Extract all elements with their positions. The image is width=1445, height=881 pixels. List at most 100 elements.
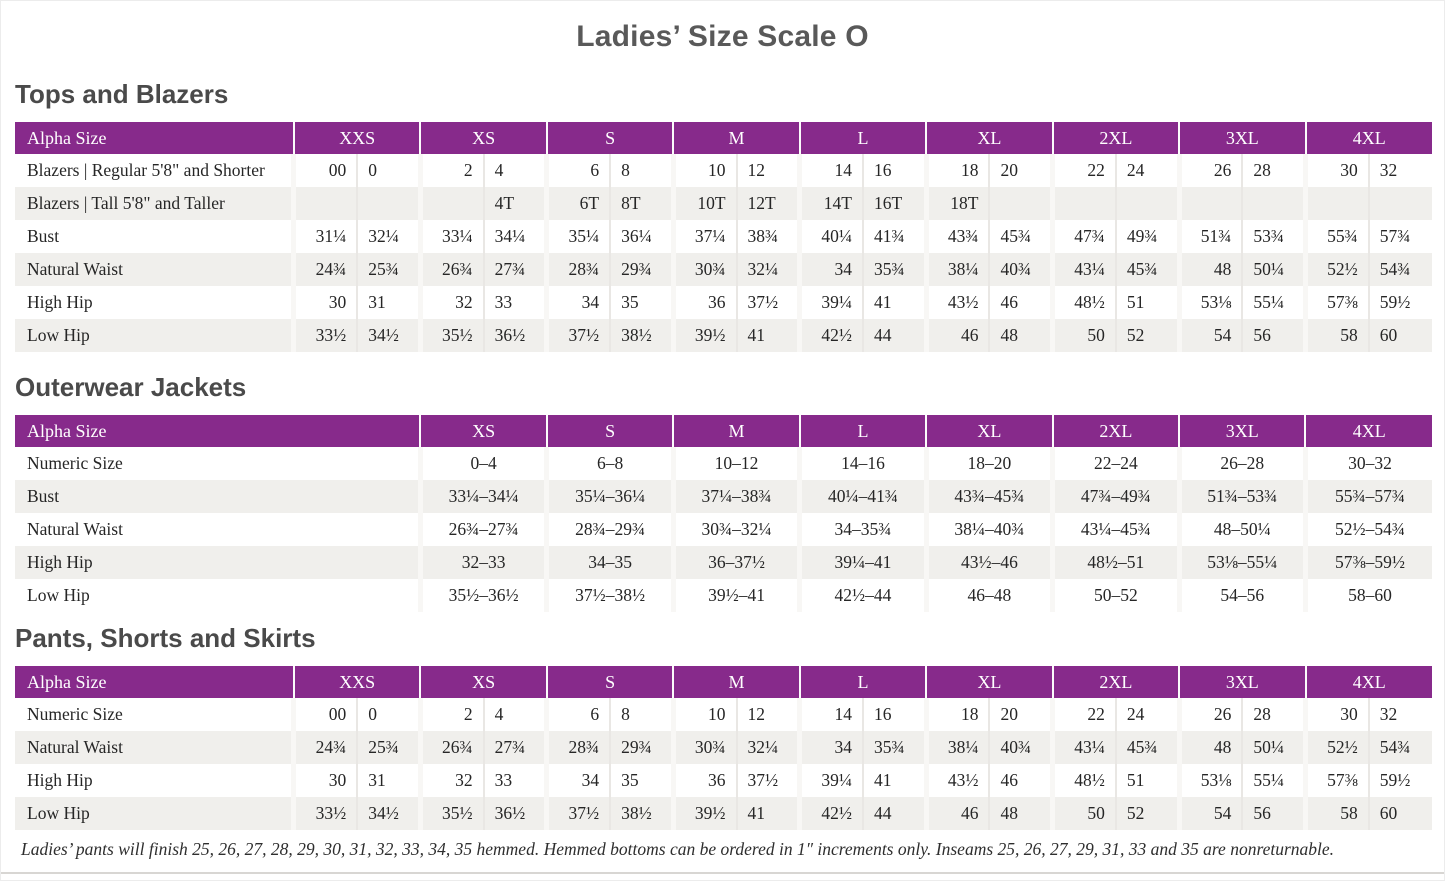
section-heading: Outerwear Jackets [15,372,247,402]
table-cell: 30 [291,286,358,319]
table-cell: 51 [1114,764,1180,797]
column-header: M [672,666,800,698]
table-cell: 35 [609,764,674,797]
table-cell: 41 [861,764,927,797]
table-cell: 26¾ [417,731,484,764]
column-header: 3XL [1178,122,1306,154]
bottom-divider [1,872,1444,874]
column-header: 4XL [1304,666,1432,698]
row-label: Natural Waist [15,731,294,764]
table-cell: 33½ [291,797,358,830]
table-cell: 52½ [1303,731,1369,764]
table-cell: 55¼ [1241,764,1306,797]
table-cell [417,187,484,220]
table-cell: 35½ [417,319,484,352]
table-cell: 36½ [482,797,547,830]
table-cell: 39½ [670,797,737,830]
table-cell: 48½–51 [1050,546,1180,579]
table-cell: 27¾ [482,253,547,286]
table-cell: 27¾ [482,731,547,764]
table-cell: 39¼ [797,286,863,319]
table-cell: 28¾–29¾ [544,513,674,546]
table-cell: 54 [1176,797,1243,830]
table-cell: 22 [1050,154,1116,187]
table-cell: 48 [1176,731,1243,764]
table-row: Low Hip 33½ 34½ 35½ 36½ 37½ 38½ 39½ 41 42½ 44 46 48 5… [15,319,1432,352]
row-label: High Hip [27,770,93,790]
table-cell: 29¾ [609,253,674,286]
table-cell: 35½ [417,797,484,830]
table-cell: 52 [1114,797,1180,830]
table-cell: 28¾ [544,731,611,764]
table-cell: 6 [544,698,611,731]
column-header: M [672,122,800,154]
table-cell: 37½ [544,319,611,352]
table-cell: 32 [1367,698,1432,731]
table-cell: 0 [356,154,421,187]
table-cell: 53⅛–55¼ [1176,546,1306,579]
table-cell: 41¾ [861,220,927,253]
table-cell: 36¼ [609,220,674,253]
table-cell: 14–16 [797,447,927,480]
table-cell: 53⅛ [1176,286,1243,319]
table-cell: 24 [1114,154,1180,187]
table-cell: 29¾ [609,731,674,764]
table-cell: 41 [735,797,800,830]
table-row: High Hip 32–33 34–35 36–37½ 39¼–41 43½–46 48½–… [15,546,1432,579]
table-row: High Hip 30 31 32 33 34 35 36 37½ 39¼ 41 43½ 46 48½ 51… [15,764,1432,797]
table-row: High Hip 30 31 32 33 34 35 36 37½ 39¼ 41 43½ 46 48½ 51… [15,286,1432,319]
table-cell: 30–32 [1302,447,1432,480]
table-cell: 32–33 [417,546,547,579]
table-cell: 49¾ [1114,220,1180,253]
table-cell: 22–24 [1050,447,1180,480]
table-cell: 8 [609,698,674,731]
table-cell: 57⅜ [1303,764,1369,797]
table-cell: 24¾ [291,731,358,764]
table-cell: 26¾ [417,253,484,286]
table-cell: 33 [482,764,547,797]
row-label: Low Hip [27,585,90,605]
table-cell: 40¼ [797,220,863,253]
table-cell: 0 [356,698,421,731]
table-row: Bust 33¼–34¼ 35¼–36¼ 37¼–38¾ 40¼–41¾ 43¾–45¾ 4… [15,480,1432,513]
section-heading: Pants, Shorts and Skirts [15,623,316,653]
table-cell: 60 [1367,797,1432,830]
table-cell: 43¼ [1050,731,1116,764]
table-cell: 28 [1241,154,1306,187]
table-cell: 35¼–36¼ [544,480,674,513]
column-header: S [545,415,674,447]
table-cell: 50¼ [1241,253,1306,286]
table-cell: 10–12 [670,447,800,480]
page-content: Ladies’ Size Scale O Tops and Blazers Alp… [1,1,1444,860]
table-cell: 39½–41 [670,579,800,612]
table-cell: 41 [735,319,800,352]
table-cell: 16T [861,187,927,220]
table-cell: 43¼ [1050,253,1116,286]
table-cell [1176,187,1243,220]
table-cell: 30 [1303,154,1369,187]
table-cell: 35¼ [544,220,611,253]
table-cell: 8T [609,187,674,220]
alpha-size-header: Alpha Size [15,666,294,698]
table-cell: 54¾ [1367,731,1432,764]
table-cell: 52½ [1303,253,1369,286]
row-label: High Hip [15,546,421,579]
row-label: Bust [15,480,421,513]
table-cell: 37½ [735,764,800,797]
table-row: Low Hip 33½ 34½ 35½ 36½ 37½ 38½ 39½ 41 42½ 44 46 48 5… [15,797,1432,830]
table-cell: 12 [735,154,800,187]
table-cell: 20 [988,154,1053,187]
size-table: Alpha Size XXS XS S M L XL 2XL 3XL 4XL Numeric Siz… [15,666,1432,830]
table-cell: 24¾ [291,253,358,286]
table-cell: 55¼ [1241,286,1306,319]
table-cell: 55¾ [1303,220,1369,253]
table-cell [1114,187,1180,220]
table-cell: 36–37½ [670,546,800,579]
table-cell: 30¾ [670,731,737,764]
row-label: High Hip [27,292,93,312]
table-cell: 32 [417,764,484,797]
table-cell: 25¾ [356,731,421,764]
table-cell: 51¾ [1176,220,1243,253]
table-cell: 38¾ [735,220,800,253]
